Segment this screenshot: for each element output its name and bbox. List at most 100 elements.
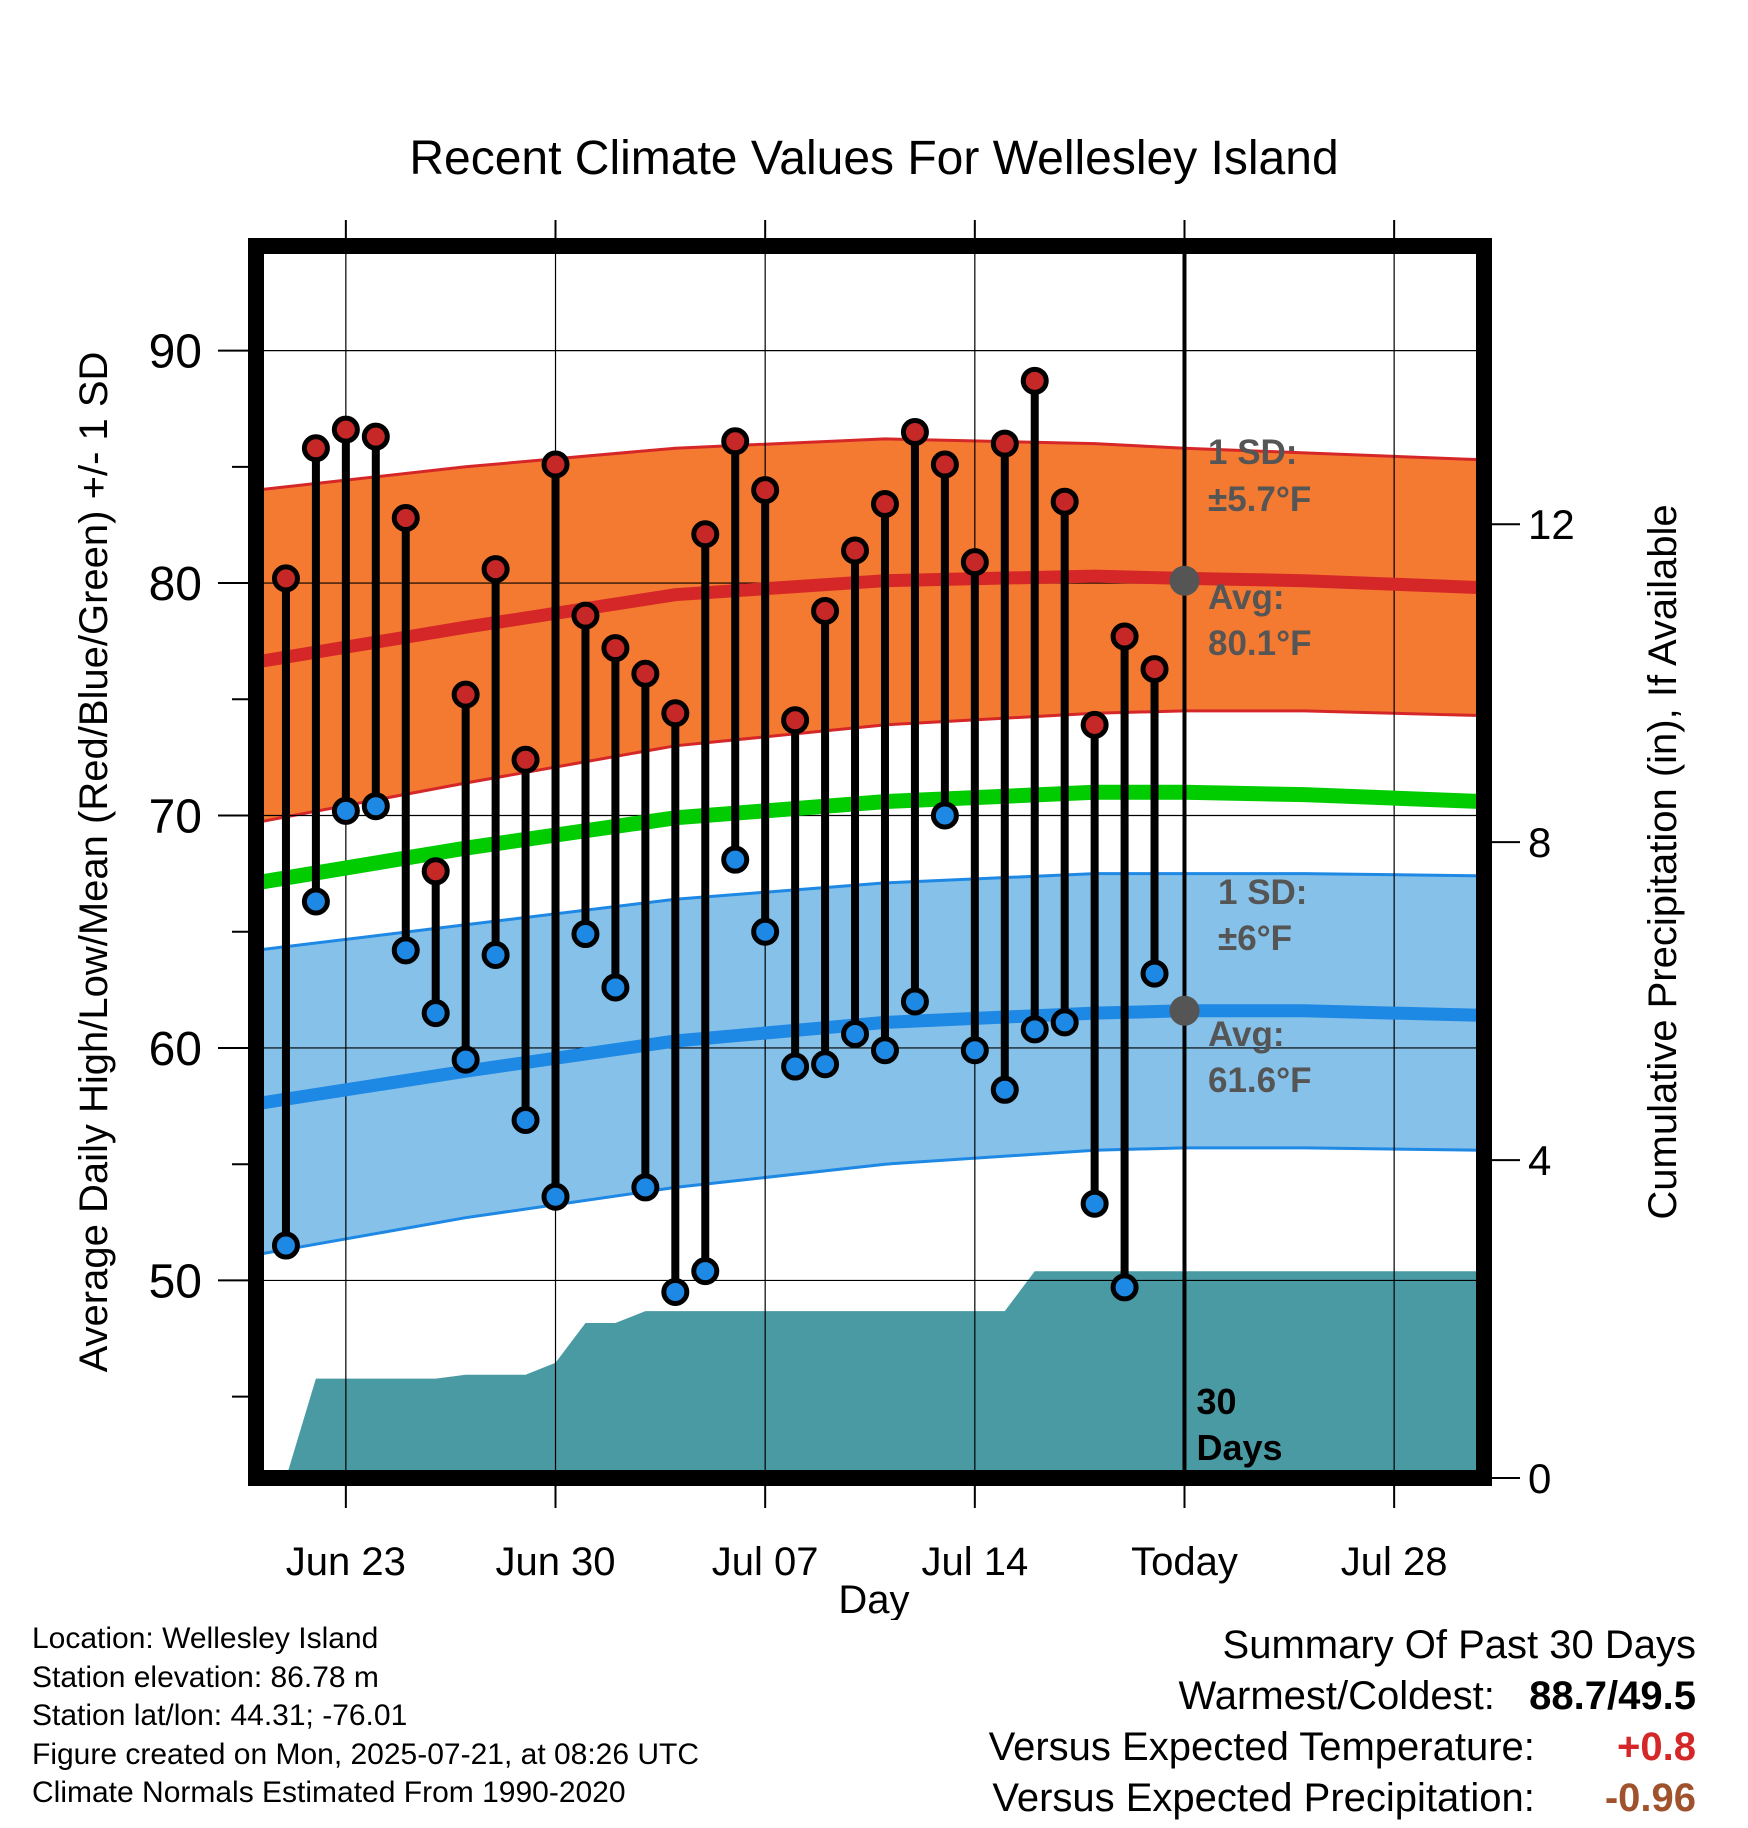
daily-high-point [481,555,510,584]
daily-low-point [1020,1015,1049,1044]
y2-tick-label: 4 [1528,1137,1551,1184]
daily-low-point [271,1231,300,1260]
low-sd-lower-line [256,1146,1484,1257]
x-tick-label: Jul 28 [1341,1540,1448,1584]
days-count-label: 30 [1196,1381,1236,1422]
x-tick-label: Today [1131,1540,1238,1584]
daily-low-point [1140,959,1169,988]
daily-high-point [571,601,600,630]
daily-high-point [1050,487,1079,516]
daily-high-point [841,536,870,565]
daily-high-point [990,429,1019,458]
daily-low-point [811,1050,840,1079]
avg-low-line [256,1004,1484,1111]
daily-low-point [301,887,330,916]
low-sd-value: ±6°F [1218,919,1292,958]
daily-low-point [1050,1008,1079,1037]
warm-cold-label: Warmest/Coldest: [1178,1674,1495,1718]
daily-low-point [1110,1273,1139,1302]
y2-axis: 0 4 8 12 [1484,501,1575,1502]
daily-sticks [281,380,1159,1293]
daily-high-point [721,427,750,456]
daily-low-point [930,801,959,830]
daily-high-point [511,745,540,774]
warm-cold-value: 88.7/49.5 [1529,1674,1696,1718]
plot-frame [248,238,1492,1486]
daily-high-point [1110,622,1139,651]
daily-high-point [1020,366,1049,395]
daily-low-point [511,1106,540,1135]
daily-high-point [271,564,300,593]
high-avg-label: Avg: [1208,578,1284,617]
y2-axis-label: Cumulative Precipitation (in), If Availa… [1641,504,1685,1219]
daily-low-point [661,1278,690,1307]
chart-title: Recent Climate Values For Wellesley Isla… [409,132,1338,185]
station-info: Location: Wellesley Island Station eleva… [32,1620,699,1813]
temp-value: +0.8 [1617,1725,1696,1769]
elevation-text: Station elevation: 86.78 m [32,1660,379,1694]
daily-low-point [751,917,780,946]
precip-label: Versus Expected Precipitation: [992,1776,1535,1820]
daily-high-point [751,476,780,505]
daily-high-point [451,680,480,709]
avg-high-line [256,569,1484,669]
x-tick-label: Jun 23 [286,1540,406,1584]
daily-high-point [900,417,929,446]
y2-tick-label: 0 [1528,1455,1551,1502]
low-sd-upper-line [256,872,1484,952]
low-avg-value: 61.6°F [1208,1061,1312,1100]
daily-low-point [481,940,510,969]
high-sd-upper-line [256,437,1484,492]
daily-high-point [870,490,899,519]
climate-chart: Recent Climate Values For Wellesley Isla… [72,132,1685,1620]
daily-low-point [331,796,360,825]
temp-label: Versus Expected Temperature: [988,1725,1535,1769]
normals-text: Climate Normals Estimated From 1990-2020 [32,1776,626,1809]
y-axis-label: Average Daily High/Low/Mean (Red/Blue/Gr… [72,352,116,1373]
precip-value: -0.96 [1604,1776,1696,1820]
daily-high-point [631,659,660,688]
y-tick-label: 90 [149,326,202,379]
temp-row: Versus Expected Temperature: +0.8 [989,1722,1696,1773]
y2-tick-label: 8 [1528,819,1551,866]
high-sd-label: 1 SD: [1208,433,1297,472]
daily-low-point [721,845,750,874]
daily-low-point [451,1045,480,1074]
daily-high-point [1140,655,1169,684]
daily-high-point [661,699,690,728]
days-unit-label: Days [1196,1427,1282,1468]
daily-high-point [541,450,570,479]
daily-low-point [1080,1189,1109,1218]
daily-high-point [361,422,390,451]
low-avg-label: Avg: [1208,1015,1284,1054]
high-sd-lower-line [256,709,1484,824]
daily-high-point [781,706,810,735]
latlon-text: Station lat/lon: 44.31; -76.01 [32,1699,408,1732]
daily-high-point [930,450,959,479]
daily-low-point [571,920,600,949]
y-tick-label: 70 [149,791,202,844]
low-avg-marker [1169,995,1200,1026]
summary-panel: Summary Of Past 30 Days Warmest/Coldest:… [989,1620,1696,1824]
daily-low-point [601,973,630,1002]
high-avg-value: 80.1°F [1208,624,1312,663]
daily-high-point [391,503,420,532]
high-sd-band [256,438,1484,823]
daily-high-point [601,634,630,663]
low-sd-label: 1 SD: [1218,873,1307,912]
avg-mean-line [256,784,1484,891]
y-axis: 50 60 70 80 90 [149,326,256,1398]
daily-low-point [870,1036,899,1065]
y-tick-label: 80 [149,558,202,611]
daily-low-point [781,1052,810,1081]
x-axis-label: Day [838,1578,909,1620]
y2-tick-label: 12 [1528,501,1575,548]
daily-low-point [421,999,450,1028]
x-tick-label: Jun 30 [495,1540,615,1584]
low-sd-band [256,873,1484,1255]
precip-area [286,1271,1484,1478]
daily-low-point [990,1075,1019,1104]
daily-low-point [391,936,420,965]
daily-low-point [631,1173,660,1202]
daily-markers [271,366,1169,1307]
